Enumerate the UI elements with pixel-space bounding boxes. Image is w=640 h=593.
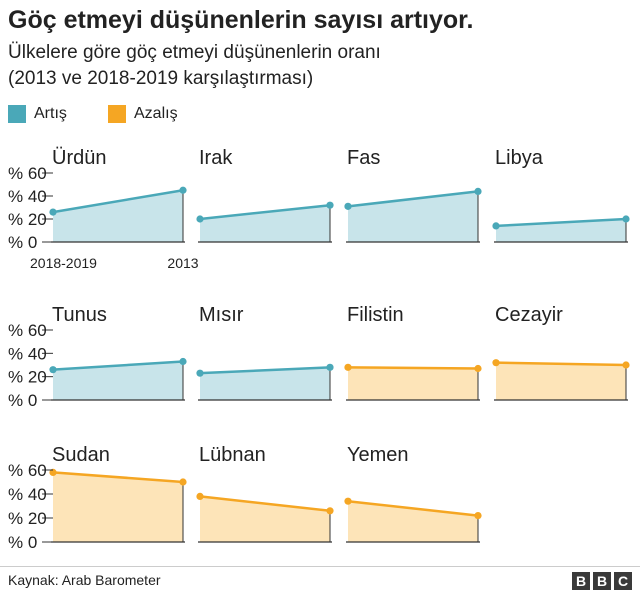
panel-title: Irak [199, 147, 233, 169]
series-line [495, 217, 627, 228]
data-point [474, 511, 482, 520]
data-point [196, 369, 204, 377]
data-point [492, 222, 500, 230]
y-tick-label: % 60 [8, 321, 47, 340]
x-tick-label: 2018-2019 [30, 255, 97, 271]
y-tick-label: % 0 [8, 233, 37, 252]
data-point [179, 478, 187, 486]
data-point [474, 364, 482, 373]
series-line [199, 203, 331, 221]
data-point [196, 492, 204, 500]
data-point [326, 201, 334, 209]
series-line [52, 189, 184, 214]
chart-subtitle-line1: Ülkelere göre göç etmeyi düşünenlerin or… [8, 42, 381, 63]
bbc-logo-letter: B [593, 572, 611, 590]
bbc-logo-letter: B [572, 572, 590, 590]
footer-divider [0, 566, 640, 567]
data-point [326, 507, 334, 515]
bbc-logo-letter: C [614, 572, 632, 590]
panel-title: Lübnan [199, 444, 266, 466]
area-fill [53, 472, 183, 542]
legend-item-increase: Artış [8, 105, 67, 123]
panel-title: Fas [347, 147, 380, 169]
series-line [347, 366, 479, 370]
area-fill [496, 362, 626, 400]
panel-title: Cezayir [495, 304, 563, 326]
data-point [474, 187, 482, 195]
data-point [344, 202, 352, 210]
source-note: Kaynak: Arab Barometer [8, 572, 161, 588]
data-point [622, 215, 630, 223]
data-point [622, 361, 630, 369]
panel-title: Libya [495, 147, 544, 169]
legend-item-decrease: Azalış [108, 105, 178, 123]
data-point [49, 366, 57, 374]
y-tick-label: % 0 [8, 391, 37, 410]
data-point [492, 359, 500, 367]
series-line [495, 361, 627, 367]
series-line [52, 360, 184, 371]
area-fill [53, 361, 183, 400]
data-point [49, 208, 57, 216]
series-line [347, 190, 479, 208]
legend-swatch-increase [8, 105, 26, 123]
y-tick-label: % 60 [8, 461, 47, 480]
y-tick-label: % 40 [8, 187, 47, 206]
legend-swatch-decrease [108, 105, 126, 123]
legend-label-increase: Artış [34, 105, 67, 122]
y-tick-label: % 20 [8, 210, 47, 229]
data-point [49, 468, 57, 476]
y-tick-label: % 40 [8, 344, 47, 363]
data-point [344, 497, 352, 505]
area-fill [200, 205, 330, 242]
panel-title: Sudan [52, 444, 110, 466]
data-point [179, 186, 187, 194]
panel-title: Ürdün [52, 147, 106, 169]
data-point [326, 363, 334, 371]
y-tick-label: % 60 [8, 164, 47, 183]
series-line [199, 495, 331, 513]
panel-title: Filistin [347, 304, 404, 326]
data-point [344, 363, 352, 371]
legend-label-decrease: Azalış [134, 105, 178, 122]
data-point [196, 215, 204, 223]
panel-title: Yemen [347, 444, 409, 466]
panel-title: Tunus [52, 304, 107, 326]
series-line [52, 471, 184, 484]
x-tick-label: 2013 [167, 255, 198, 271]
panel-title: Mısır [199, 304, 244, 326]
chart-title: Göç etmeyi düşünenlerin sayısı artıyor. [8, 6, 474, 34]
area-fill [348, 367, 478, 400]
series-line [199, 366, 331, 375]
y-tick-label: % 20 [8, 368, 47, 387]
y-tick-label: % 20 [8, 509, 47, 528]
y-tick-label: % 0 [8, 533, 37, 552]
bbc-logo: B B C [572, 572, 632, 590]
area-fill [200, 367, 330, 400]
y-tick-label: % 40 [8, 485, 47, 504]
chart-subtitle-line2: (2013 ve 2018-2019 karşılaştırması) [8, 68, 314, 89]
area-fill [348, 191, 478, 242]
area-fill [53, 190, 183, 242]
area-fill [348, 501, 478, 542]
series-line [347, 499, 479, 517]
data-point [179, 357, 187, 366]
